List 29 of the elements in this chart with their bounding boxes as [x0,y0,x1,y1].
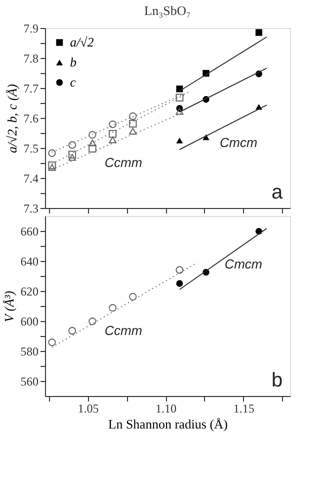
y-tick-label: 560 [20,374,38,388]
x-axis-title: Ln Shannon radius (Å) [108,416,228,432]
y-tick-label: 7.9 [24,22,38,36]
y-tick-label: 7.4 [24,172,38,186]
x-tick-label: 1.15 [233,402,254,416]
y-tick-label: 580 [20,344,38,358]
y-tick-label: 640 [20,254,38,268]
x-tick-label: 1.05 [78,402,99,416]
legend-label: c [70,74,76,90]
chart-title: Ln₃SbO₇ [144,3,191,18]
annotation: b [272,370,283,392]
x-tick-label: 1.10 [156,402,177,416]
y-tick-label: 660 [20,224,38,238]
y-axis-title: a/√2, b, c (Å) [4,84,20,153]
annotation: a [272,182,284,204]
legend-label: a/√2 [70,34,94,50]
y-tick-label: 7.6 [24,112,38,126]
y-tick-label: 7.3 [24,202,38,216]
y-tick-label: 7.7 [24,82,38,96]
y-tick-label: 7.5 [24,142,38,156]
legend-label: b [70,54,77,70]
y-axis-title: V (Å³) [2,290,16,322]
annotation: Cmcm [224,256,262,272]
annotation: Ccmm [104,323,142,338]
y-tick-label: 600 [20,314,38,328]
annotation: Cmcm [220,135,258,150]
y-tick-label: 7.8 [24,52,38,66]
annotation: Ccmm [104,155,142,170]
y-tick-label: 620 [20,284,38,298]
